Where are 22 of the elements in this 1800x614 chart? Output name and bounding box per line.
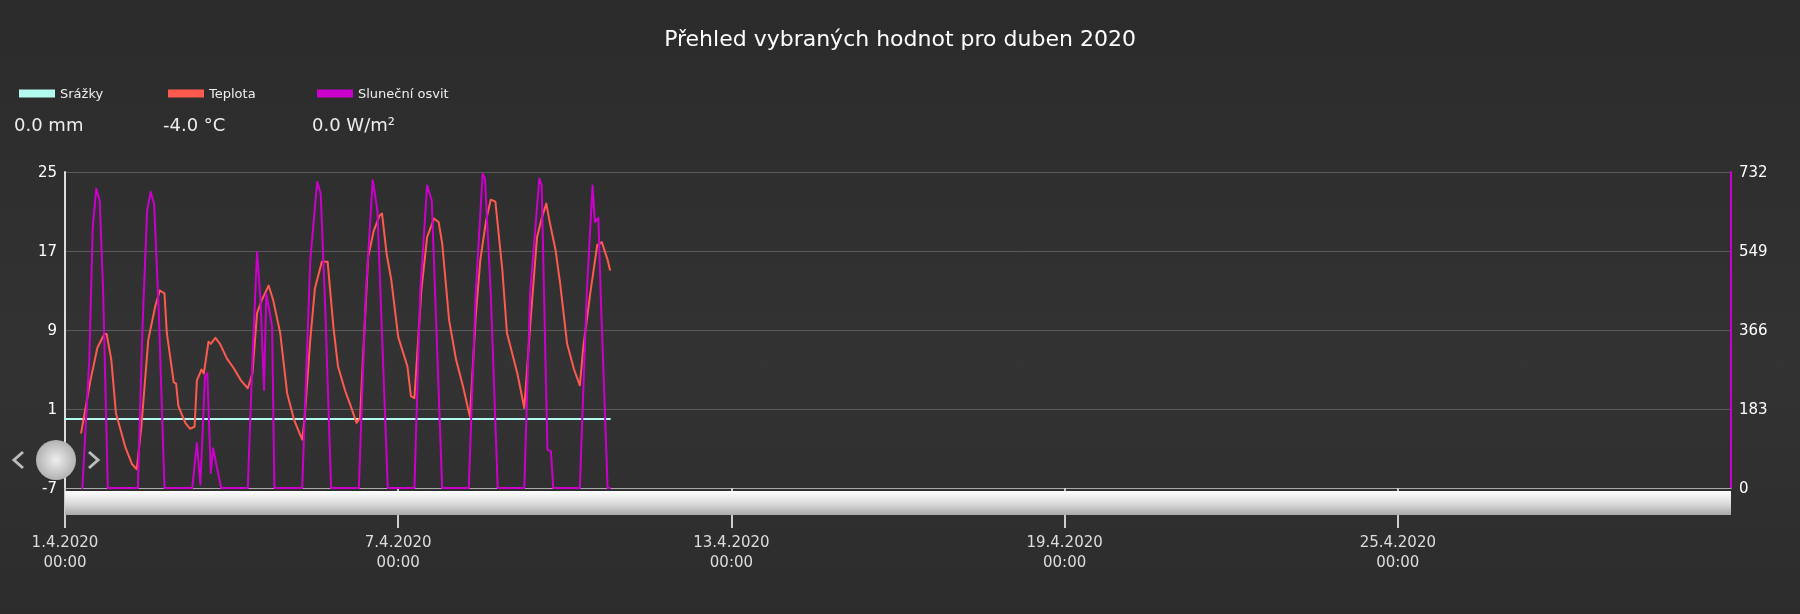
text: 0.0 mm bbox=[14, 114, 85, 135]
legend-label: Teplota bbox=[208, 86, 256, 101]
y-tick-label: -7 bbox=[42, 479, 57, 497]
text: 0.0 W/m² bbox=[312, 114, 396, 135]
text: -4.0 °C bbox=[163, 114, 227, 135]
x-tick-label: 19.4.2020 00:00 bbox=[1026, 533, 1103, 571]
legend-label: Srážky bbox=[60, 86, 104, 101]
y2-tick-label: 549 bbox=[1739, 242, 1768, 260]
legend-label: Sluneční osvit bbox=[358, 86, 449, 101]
x-tick-label: 25.4.2020 00:00 bbox=[1359, 533, 1436, 571]
y2-tick-label: 0 bbox=[1739, 479, 1749, 497]
x-tick-label: 7.4.2020 00:00 bbox=[364, 533, 432, 571]
x-tick-label: 13.4.2020 00:00 bbox=[693, 533, 770, 571]
y2-tick-label: 366 bbox=[1739, 321, 1768, 339]
y-tick-label: 25 bbox=[37, 163, 57, 181]
y-tick-label: 1 bbox=[47, 400, 57, 418]
y-tick-label: 9 bbox=[47, 321, 57, 339]
y-tick-label: 17 bbox=[37, 242, 57, 260]
x-tick-label: 1.4.2020 00:00 bbox=[31, 533, 99, 571]
y2-tick-label: 183 bbox=[1739, 400, 1768, 418]
chart-title: Přehled vybraných hodnot pro duben 2020 bbox=[664, 25, 1136, 51]
y2-tick-label: 732 bbox=[1739, 163, 1768, 181]
